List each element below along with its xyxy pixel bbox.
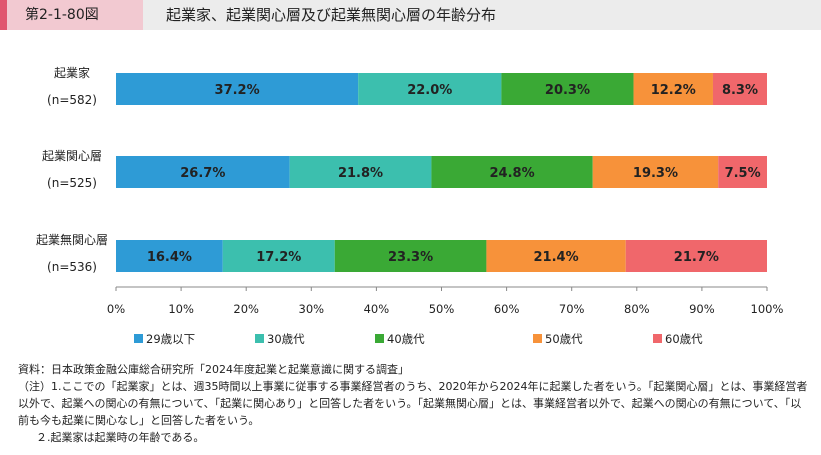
stacked-bar-chart: 起業家 (n=582) 37.2% 22.0% 20.3% 12.2% 8.3% 起業関心層 (… xyxy=(36,65,784,346)
bar-segment xyxy=(486,240,626,272)
bar-segment xyxy=(289,156,432,188)
note-2: ２.起業家は起業時の年齢である。 xyxy=(36,431,205,444)
note-1: （注）1.ここでの「起業家」とは、週35時間以上事業に従事する事業経営者のうち、… xyxy=(18,380,808,427)
data-label: 17.2% xyxy=(256,250,301,265)
bar-segment xyxy=(718,156,767,188)
x-tick-label: 10% xyxy=(168,302,194,316)
data-label: 24.8% xyxy=(490,166,535,181)
x-tick-label: 90% xyxy=(689,302,715,316)
bar-row: 起業家 (n=582) 37.2% 22.0% 20.3% 12.2% 8.3% xyxy=(47,65,767,107)
legend-item: 50歳代 xyxy=(533,332,583,346)
figure-title: 起業家、起業関心層及び起業無関心層の年齢分布 xyxy=(166,6,497,24)
bar-segment xyxy=(501,73,634,105)
category-label: 起業無関心層 xyxy=(36,232,108,247)
data-label: 37.2% xyxy=(215,83,260,98)
bar-segment xyxy=(358,73,502,105)
x-tick-label: 60% xyxy=(494,302,520,316)
category-n-label: (n=536) xyxy=(47,260,97,274)
data-label: 20.3% xyxy=(545,83,590,98)
category-label: 起業家 xyxy=(54,65,90,80)
bar-row: 起業関心層 (n=525) 26.7% 21.8% 24.8% 19.3% 7.5% xyxy=(42,149,767,190)
bar-segment xyxy=(592,156,719,188)
legend-swatch xyxy=(134,334,143,343)
bar-segment xyxy=(625,240,767,272)
legend-label: 60歳代 xyxy=(665,332,703,346)
x-tick-label: 50% xyxy=(429,302,455,316)
header-bar: 第2-1-80図 起業家、起業関心層及び起業無関心層の年齢分布 xyxy=(0,0,821,30)
notes: 資料：日本政策金融公庫総合研究所「2024年度起業と起業意識に関する調査」 （注… xyxy=(18,361,808,446)
legend-swatch xyxy=(533,334,542,343)
bar-row: 起業無関心層 (n=536) 16.4% 17.2% 23.3% 21.4% 21.7% xyxy=(36,232,767,274)
x-tick-label: 40% xyxy=(364,302,390,316)
bar-segment xyxy=(116,240,223,272)
legend-item: 29歳以下 xyxy=(134,332,195,346)
x-tick-label: 100% xyxy=(751,302,784,316)
source-note: 資料：日本政策金融公庫総合研究所「2024年度起業と起業意識に関する調査」 xyxy=(18,363,409,376)
legend-label: 30歳代 xyxy=(267,332,305,346)
category-n-label: (n=525) xyxy=(47,176,97,190)
bar-segment xyxy=(222,240,335,272)
data-label: 23.3% xyxy=(388,250,433,265)
data-label: 8.3% xyxy=(722,83,758,98)
bar-segment xyxy=(334,240,487,272)
data-label: 19.3% xyxy=(633,166,678,181)
data-label: 21.7% xyxy=(674,250,719,265)
bar-segment xyxy=(431,156,593,188)
data-label: 21.8% xyxy=(338,166,383,181)
figure-number: 第2-1-80図 xyxy=(0,0,143,30)
legend-swatch xyxy=(653,334,662,343)
category-n-label: (n=582) xyxy=(47,93,97,107)
x-tick-label: 30% xyxy=(299,302,325,316)
legend-label: 50歳代 xyxy=(545,332,583,346)
x-tick-label: 80% xyxy=(624,302,650,316)
bar-segment xyxy=(633,73,713,105)
data-label: 16.4% xyxy=(147,250,192,265)
x-tick-label: 70% xyxy=(559,302,585,316)
bar-segment xyxy=(116,156,290,188)
data-label: 21.4% xyxy=(534,250,579,265)
legend-label: 40歳代 xyxy=(387,332,425,346)
x-tick-label: 20% xyxy=(233,302,259,316)
x-tick-label: 0% xyxy=(107,302,125,316)
legend-item: 60歳代 xyxy=(653,332,703,346)
data-label: 22.0% xyxy=(407,83,452,98)
data-label: 26.7% xyxy=(180,166,225,181)
legend-item: 40歳代 xyxy=(375,332,425,346)
data-label: 7.5% xyxy=(725,166,761,181)
bar-segment xyxy=(712,73,767,105)
bar-segment xyxy=(116,73,359,105)
legend-label: 29歳以下 xyxy=(146,332,195,346)
legend-item: 30歳代 xyxy=(255,332,305,346)
legend-swatch xyxy=(375,334,384,343)
category-label: 起業関心層 xyxy=(42,149,102,163)
data-label: 12.2% xyxy=(651,83,696,98)
legend-swatch xyxy=(255,334,264,343)
